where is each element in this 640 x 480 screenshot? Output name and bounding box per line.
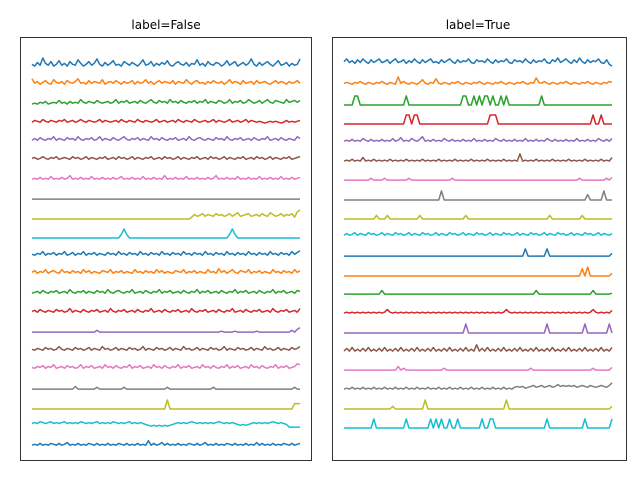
left-panel: label=False [20,18,312,461]
left-series-line-15 [32,326,301,333]
right-series-line-12 [344,266,613,277]
right-series-line-8 [344,190,612,201]
right-series-line-14 [343,308,613,314]
left-series-line-17 [31,363,301,370]
left-panel-series [31,57,301,446]
left-panel-title: label=False [131,18,200,32]
right-panel-series [343,57,613,429]
right-series-line-9 [344,214,612,220]
right-series-line-4 [344,114,612,125]
left-series-line-12 [31,268,301,275]
right-series-line-1 [343,57,613,67]
left-series-line-7 [31,174,301,180]
left-series-line-5 [31,135,301,142]
left-panel-frame [20,37,312,461]
right-series-line-15 [344,323,613,334]
right-series-line-11 [344,248,613,257]
right-series-line-6 [343,153,613,162]
left-series-line-10 [32,228,300,239]
right-panel-title: label=True [446,18,511,32]
left-series-line-20 [31,420,300,428]
right-series-line-3 [344,95,612,106]
right-series-line-10 [343,231,613,237]
left-series-line-18 [32,385,300,390]
right-series-line-18 [343,382,613,390]
left-series-line-14 [31,307,301,313]
right-series-line-19 [344,399,613,410]
right-series-line-2 [343,76,613,85]
left-series-line-11 [31,250,301,256]
right-series-line-13 [344,289,613,295]
right-series-line-7 [344,176,613,181]
left-series-line-16 [31,345,301,351]
left-series-line-9 [32,209,301,220]
left-series-line-21 [31,439,301,446]
right-panel: label=True [332,18,627,461]
left-series-line-13 [31,288,301,294]
right-series-line-17 [344,365,613,371]
right-series-line-5 [343,135,613,142]
right-series-line-20 [344,418,613,429]
left-series-line-1 [31,57,301,67]
right-series-line-16 [343,344,613,352]
left-series-line-19 [32,399,300,410]
left-series-line-6 [31,155,301,161]
right-panel-frame [332,37,627,461]
left-series-line-3 [31,98,301,105]
left-series-line-2 [31,78,301,85]
left-series-line-4 [31,118,301,124]
